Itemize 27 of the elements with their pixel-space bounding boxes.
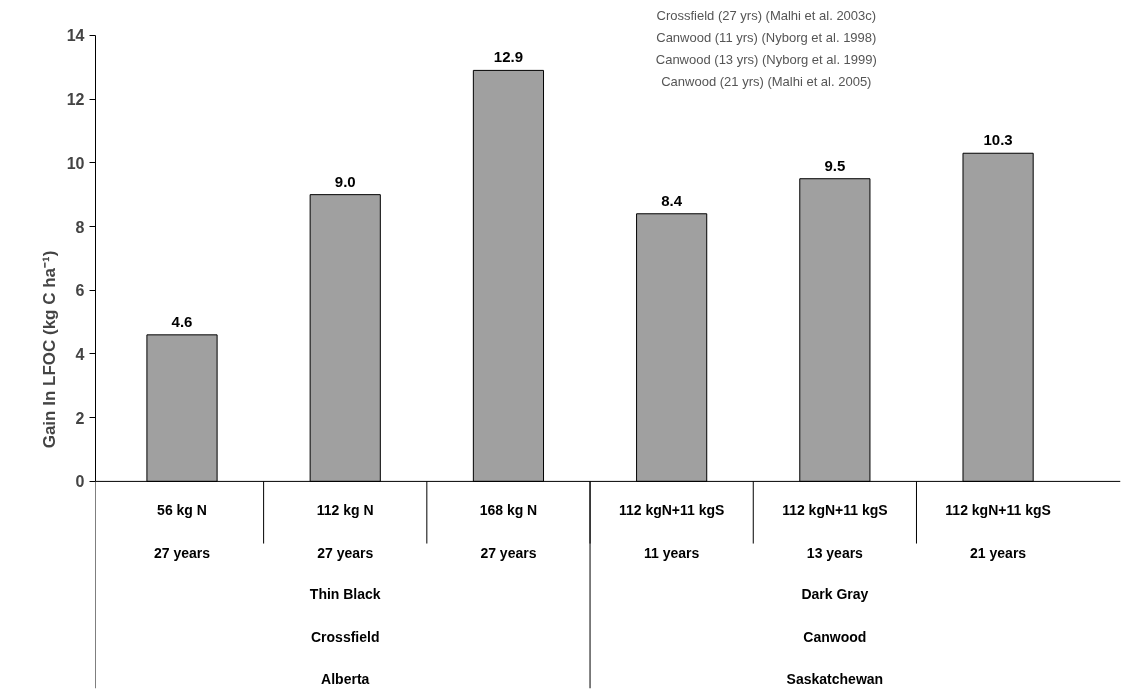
y-tick-label: 0 (75, 473, 85, 491)
data-label: 10.3 (983, 131, 1013, 149)
text: Dark Gray Canwood Saskatchewan (786, 586, 884, 687)
data-label: 12.9 (493, 48, 524, 66)
y-tick-label: 12 (66, 91, 85, 109)
text: Crossfield (27 yrs) (Malhi et al. 2003c) (656, 7, 877, 23)
category-label: 112 kgN+11 kgS 13 years (782, 502, 888, 561)
annotation: Canwood (13 yrs) (Nyborg et al. 1999) (655, 51, 877, 67)
y-axis-title: Gain In LFOC (kg C ha⁻¹) (39, 250, 59, 449)
category-label: 112 kgN+11 kgS 21 years (945, 502, 1051, 561)
data-label: 4.6 (171, 312, 193, 330)
text: Thin Black Crossfield Alberta (309, 586, 381, 687)
data-label: 9.0 (334, 172, 356, 190)
y-tick-label: 10 (66, 154, 85, 172)
y-tick-label: 8 (75, 218, 85, 236)
data-label: 8.4 (661, 191, 683, 209)
y-tick-label: 14 (66, 27, 85, 45)
category-label: 112 kgN+11 kgS 11 years (618, 502, 725, 561)
data-label: 9.5 (824, 156, 846, 174)
y-tick-label: 2 (75, 409, 85, 427)
y-tick-label: 6 (75, 282, 85, 300)
y-tick-label: 4 (75, 345, 85, 363)
category-label: 56 kg N 27 years (153, 502, 211, 561)
category-label: 168 kg N 27 years (479, 502, 538, 561)
category-label: 112 kg N 27 years (316, 502, 374, 561)
annotation: Canwood (11 yrs) (Nyborg et al. 1998) (656, 29, 877, 45)
annotation: Canwood (21 yrs) (Malhi et al. 2005) (661, 73, 872, 89)
